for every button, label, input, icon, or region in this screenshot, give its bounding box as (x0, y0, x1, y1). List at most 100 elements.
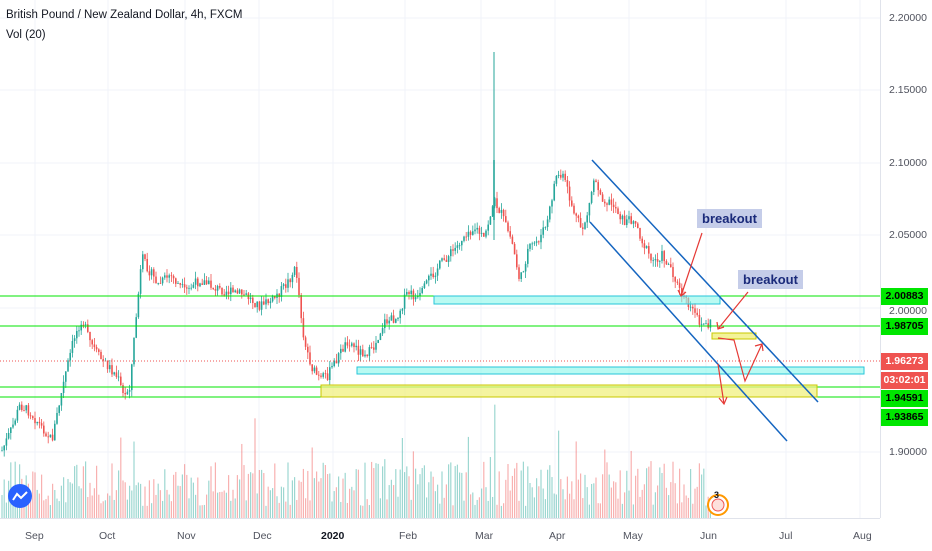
candle-body (249, 297, 252, 300)
candle-body (557, 174, 560, 176)
channel-lower-line[interactable] (589, 221, 788, 442)
volume-bar (32, 471, 34, 518)
volume-bar (417, 484, 419, 518)
candle-body (67, 360, 69, 372)
volume-bar (166, 489, 168, 518)
candle-body (331, 365, 333, 368)
candle-body (10, 427, 12, 434)
volume-bar (36, 489, 38, 518)
volume-bar (186, 474, 188, 518)
candle-body (474, 229, 476, 232)
candle-body (377, 339, 379, 343)
price-candles (1, 52, 712, 457)
candle-body (652, 260, 654, 262)
volume-bar (5, 502, 7, 518)
volume-bar (555, 494, 557, 518)
volume-bar (617, 498, 619, 518)
time-tick: Mar (475, 530, 494, 542)
demand-zone-upper[interactable] (356, 366, 865, 375)
volume-bar (408, 476, 410, 518)
candle-body (410, 290, 412, 295)
volume-bar (569, 493, 571, 518)
volume-bar (538, 486, 540, 518)
volume-bar (529, 483, 531, 518)
candle-body (599, 190, 602, 195)
candle-body (397, 318, 399, 320)
candle-body (456, 245, 459, 248)
candle-body (18, 404, 21, 410)
candle-body (502, 209, 505, 217)
time-tick: Jun (700, 530, 717, 542)
channel-upper-line[interactable] (591, 159, 819, 403)
price-axis[interactable]: 2.20000 2.15000 2.10000 2.05000 2.00000 … (880, 0, 932, 518)
candle-body (84, 324, 87, 326)
volume-bar (38, 493, 40, 518)
candle-body (678, 282, 681, 288)
candle-body (274, 295, 276, 298)
candle-body (540, 234, 542, 243)
time-axis[interactable]: Sep Oct Nov Dec 2020 Feb Mar Apr May Jun… (0, 518, 880, 551)
candle-body (531, 243, 533, 245)
candle-body (549, 206, 551, 220)
candle-body (452, 249, 454, 251)
breakout-note-2[interactable]: breakout (738, 270, 803, 289)
candle-body (351, 343, 353, 346)
volume-bar (131, 490, 133, 518)
symbol-legend[interactable]: British Pound / New Zealand Dollar, 4h, … (6, 9, 243, 21)
candle-body (102, 359, 104, 361)
volume-bar (445, 484, 447, 518)
candle-body (254, 302, 256, 308)
demand-zone-lower[interactable] (320, 384, 818, 398)
volume-bar (595, 477, 597, 518)
volume-bar (307, 470, 309, 518)
candle-body (58, 405, 60, 413)
volume-bar (582, 498, 584, 518)
candle-body (122, 385, 124, 394)
volume-bar (599, 503, 601, 518)
volume-bar (641, 489, 643, 518)
candle-body (630, 216, 632, 224)
candle-body (324, 373, 327, 375)
breakout-note-1[interactable]: breakout (697, 209, 762, 228)
volume-bar (619, 470, 621, 518)
volume-bar (549, 465, 551, 518)
volume-bar (122, 480, 124, 518)
volume-bar (102, 501, 104, 518)
resistance-zone[interactable] (433, 295, 721, 305)
candle-body (267, 299, 269, 304)
candle-body (54, 423, 56, 441)
volume-bar (327, 474, 329, 518)
price-tick: 2.20000 (889, 12, 927, 24)
volume-bar (384, 459, 386, 518)
price-tick: 2.05000 (889, 229, 927, 241)
volume-bar (256, 493, 258, 518)
candle-body (417, 296, 419, 298)
candle-body (650, 253, 652, 261)
volume-bar (531, 487, 533, 518)
candle-body (667, 264, 670, 266)
time-tick: Jul (779, 530, 793, 542)
volume-bar (536, 478, 538, 518)
volume-bar (674, 483, 676, 518)
candle-body (120, 376, 122, 386)
time-tick: Nov (177, 530, 196, 542)
volume-bar (628, 490, 630, 518)
candle-body (472, 231, 474, 235)
volume-legend[interactable]: Vol (20) (6, 29, 46, 41)
volume-bar (164, 469, 166, 518)
volume-bar (621, 503, 623, 518)
volume-bar (173, 474, 175, 518)
volume-bar (421, 468, 423, 518)
volume-bar (597, 503, 599, 518)
candle-body (142, 254, 144, 270)
candle-body (674, 277, 676, 282)
candle-body (109, 365, 111, 370)
volume-bar (382, 466, 384, 518)
candle-body (621, 215, 624, 220)
candle-body (208, 280, 210, 285)
volume-bar (355, 469, 357, 518)
tradingview-logo-icon[interactable] (8, 484, 32, 508)
events-badge-icon[interactable]: 3 (704, 490, 732, 516)
